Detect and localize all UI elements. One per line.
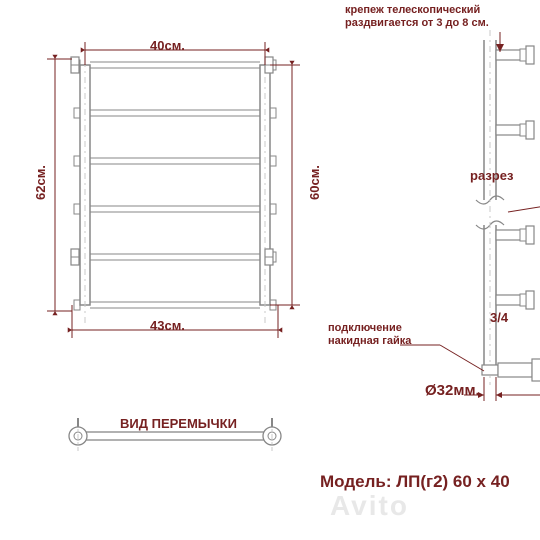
front-elevation bbox=[0, 0, 320, 360]
dim-bottom-label: 43см. bbox=[150, 318, 185, 333]
watermark: Avito bbox=[330, 490, 409, 522]
side-conn-label-2: накидная гайка bbox=[328, 335, 411, 347]
dim-left-label: 62см. bbox=[33, 165, 48, 200]
side-top-label-2: раздвигается от 3 до 8 см. bbox=[345, 17, 489, 29]
model-label: Модель: ЛП(г2) 60 х 40 bbox=[320, 472, 510, 492]
dim-top-label: 40см. bbox=[150, 38, 185, 53]
dim-right-label: 60см. bbox=[307, 165, 322, 200]
side-elevation bbox=[350, 0, 540, 420]
side-thread-label: 3/4 bbox=[490, 310, 508, 325]
side-top-label-1: крепеж телескопический bbox=[345, 4, 480, 16]
rung-view-label: ВИД ПЕРЕМЫЧКИ bbox=[120, 416, 237, 431]
side-cut-label: разрез bbox=[470, 168, 513, 183]
side-dia-label: Ø32мм. bbox=[425, 382, 480, 399]
side-conn-label-1: подключение bbox=[328, 322, 402, 334]
